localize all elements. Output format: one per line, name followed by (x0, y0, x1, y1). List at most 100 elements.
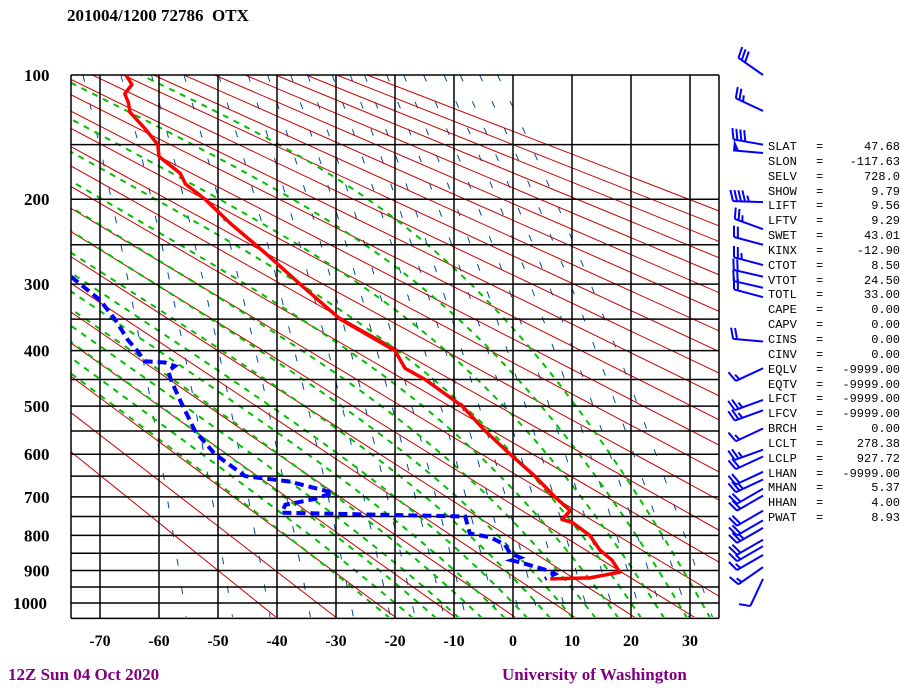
wind-barb (727, 448, 764, 461)
stability-indices-table: SLAT = 47.68 SLON = -117.63 SELV = 728.0 SHOW = 9.7… (768, 140, 900, 526)
stat-name: VTOT (768, 273, 797, 288)
dry-adiabat-430 (214, 75, 719, 294)
dry-adiabat-270 (71, 311, 516, 617)
mixing-ratio-lines (82, 75, 713, 617)
stat-row-lftv: LFTV = 9.29 (768, 214, 900, 229)
stat-row-vtot: VTOT = 24.50 (768, 274, 900, 289)
stat-name: EQTV (768, 377, 797, 392)
barb-staff (735, 97, 764, 112)
barb-half-feather (736, 577, 743, 583)
barb-staff (734, 217, 764, 231)
temperature-tick-label: -60 (148, 633, 169, 650)
wind-barb (732, 225, 764, 246)
dry-adiabat-320 (71, 185, 719, 563)
dry-adiabat-290 (71, 256, 636, 617)
stat-name: CAPV (768, 318, 797, 333)
stat-equals: = (816, 332, 824, 347)
stat-equals: = (816, 451, 824, 466)
barb-feather (734, 327, 739, 340)
stat-value: 5.37 (871, 481, 900, 496)
mixing-ratio-line (267, 75, 416, 617)
pressure-axis-labels: 100 200 300 400 500 600 700 800 900 1000 (13, 66, 50, 613)
stat-row-lclp: LCLP = 927.72 (768, 452, 900, 467)
barb-half-feather (737, 483, 744, 490)
temperature-axis-labels: -70 -60 -50 -40 -30 -20 -10 0 10 20 30 (89, 633, 698, 650)
moist-adiabat-16 (71, 179, 619, 617)
stat-equals: = (816, 466, 824, 481)
temperature-tick-label: -10 (443, 633, 464, 650)
barb-feather (727, 400, 736, 411)
barb-staff (735, 478, 764, 494)
stat-row-totl: TOTL = 33.00 (768, 288, 900, 303)
valid-time-label: 12Z Sun 04 Oct 2020 (8, 665, 160, 684)
mixing-ratio-line (386, 75, 568, 617)
mixing-ratio-line (183, 75, 311, 617)
wind-barb (728, 519, 764, 537)
stat-value: 0.00 (871, 303, 900, 318)
dry-adiabat-410 (153, 75, 719, 332)
barb-feather (727, 410, 736, 422)
stat-row-eqlv: EQLV = -9999.00 (768, 363, 900, 378)
stat-value: 0.00 (871, 422, 900, 437)
dry-adiabat-340 (71, 146, 719, 501)
moist-adiabat-20 (71, 150, 642, 617)
barb-feather (738, 88, 743, 101)
stat-value: 927.72 (856, 451, 900, 466)
dry-adiabat-240 (71, 411, 337, 617)
barb-feather (743, 130, 747, 142)
pressure-tick-label: 1000 (13, 594, 47, 613)
barb-staff (737, 566, 764, 586)
barb-feather (727, 475, 737, 486)
moist-adiabat-4 (71, 251, 551, 617)
barb-staff (736, 519, 764, 537)
stat-equals: = (816, 422, 824, 437)
stat-name: LFTV (768, 214, 797, 229)
barb-staff (734, 399, 764, 412)
barb-feather (728, 545, 738, 556)
sounding-series (71, 75, 622, 581)
stat-value: 728.0 (863, 169, 900, 184)
barb-staff (736, 538, 764, 556)
stat-row-lfcv: LFCV = -9999.00 (768, 407, 900, 422)
barb-feather (731, 448, 740, 460)
wind-barb (730, 327, 764, 343)
stat-value: 9.29 (871, 214, 900, 229)
stat-name: MHAN (768, 481, 797, 496)
stat-equals: = (816, 481, 824, 496)
wind-barb (727, 367, 764, 382)
barb-half-feather (737, 412, 744, 419)
temperature-tick-label: 0 (509, 633, 517, 650)
stat-row-kinx: KINX = -12.90 (768, 244, 900, 259)
dry-adiabat-460 (306, 75, 719, 243)
barb-feather (727, 482, 737, 493)
barb-feather (729, 576, 740, 586)
stat-name: CINS (768, 332, 797, 347)
barb-half-feather (746, 195, 750, 202)
source-label: University of Washington (502, 665, 687, 684)
barb-feather (744, 51, 750, 63)
barb-staff (749, 578, 764, 607)
barb-staff (735, 427, 764, 443)
barb-feather (741, 190, 746, 202)
stat-value: -9999.00 (842, 362, 900, 377)
barb-half-feather (738, 533, 745, 540)
moist-adiabat-8 (71, 229, 574, 617)
stat-name: SLAT (768, 140, 797, 154)
pressure-tick-label: 300 (24, 275, 50, 294)
barb-feather (734, 86, 739, 99)
temperature-tick-label: 20 (623, 633, 639, 650)
dry-adiabat-440 (244, 75, 719, 276)
barb-staff (734, 409, 764, 422)
dry-adiabat-470 (336, 75, 719, 227)
stat-equals: = (816, 496, 824, 511)
barb-half-feather (742, 95, 745, 102)
barb-feather (733, 189, 738, 202)
wind-barb (733, 139, 764, 155)
pressure-tick-label: 900 (24, 562, 50, 581)
stat-value: 0.00 (871, 332, 900, 347)
barb-staff (736, 487, 764, 505)
stat-equals: = (816, 318, 824, 333)
temperature-tick-label: -50 (207, 633, 228, 650)
dry-adiabat-350 (71, 127, 719, 473)
